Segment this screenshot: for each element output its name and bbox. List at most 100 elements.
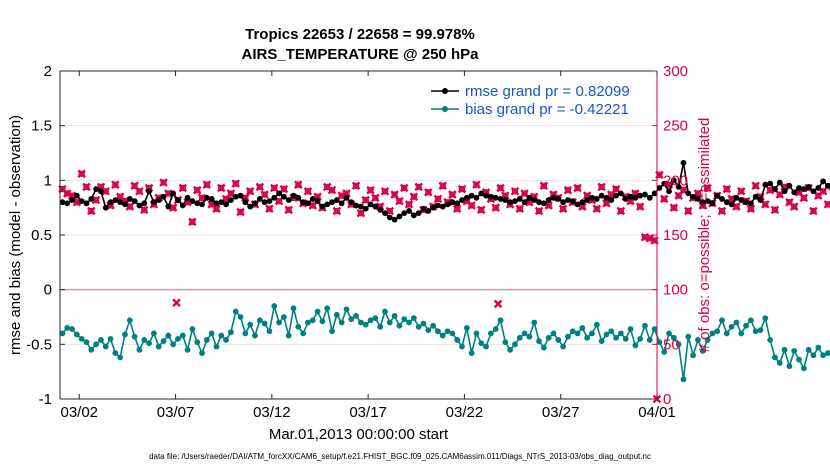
- obs-possible-marker: [194, 186, 201, 194]
- obs-assimilated-marker: [255, 182, 265, 192]
- bias-point: [295, 323, 302, 330]
- obs-possible-marker: [612, 185, 620, 193]
- obs-possible-marker: [401, 184, 408, 192]
- rmse-point: [536, 199, 542, 206]
- bias-point: [608, 328, 615, 335]
- bias-point: [728, 323, 735, 330]
- obs-possible-marker: [333, 207, 341, 215]
- rmse-point: [391, 216, 398, 223]
- obs-possible-marker: [458, 185, 466, 193]
- bias-point: [266, 328, 273, 335]
- obs-possible-marker: [396, 197, 403, 205]
- obs-possible-marker: [83, 183, 90, 191]
- bias-point: [247, 321, 254, 328]
- bias-point: [64, 325, 71, 331]
- rmse-point: [449, 199, 456, 206]
- rmse-point: [122, 201, 128, 208]
- obs-assimilated-marker: [390, 190, 399, 199]
- rmse-point: [208, 196, 215, 202]
- obs-assimilated-marker: [746, 204, 756, 214]
- obs-assimilated-marker: [342, 189, 351, 198]
- bias-point: [695, 337, 701, 343]
- bias-point: [459, 343, 465, 350]
- rmse-point: [199, 201, 205, 208]
- rmse-point: [406, 208, 412, 214]
- bias-point: [642, 322, 648, 329]
- obs-possible-marker: [261, 191, 268, 198]
- obs-assimilated-marker: [448, 190, 457, 199]
- tick-label-left: -0.5: [26, 336, 52, 353]
- bias-point: [555, 337, 562, 343]
- obs-assimilated-marker: [245, 187, 255, 196]
- obs-possible-marker: [425, 189, 432, 196]
- rmse-point: [560, 199, 567, 206]
- tick-label-left: -1: [39, 391, 52, 408]
- obs-possible-marker: [617, 207, 625, 215]
- bias-point: [627, 326, 634, 332]
- obs-possible-marker: [275, 197, 283, 205]
- obs-possible-marker: [574, 184, 581, 192]
- obs-possible-marker: [88, 207, 95, 215]
- tick-label-right: 200: [663, 172, 688, 189]
- tick-label-left: 2: [44, 63, 52, 80]
- chart-subtitle: AIRS_TEMPERATURE @ 250 hPa: [241, 46, 479, 63]
- y-axis-label-right: # of obs: o=possible; ×=assimilated: [696, 118, 713, 353]
- rmse-point: [492, 194, 499, 201]
- tick-label-right: 250: [663, 118, 688, 135]
- obs-assimilated-marker: [452, 204, 462, 214]
- obs-assimilated-marker: [496, 183, 505, 193]
- bias-point: [160, 338, 167, 344]
- bias-point: [98, 337, 104, 343]
- rmse-point: [382, 210, 388, 217]
- bias-point: [141, 337, 148, 343]
- rmse-point: [733, 194, 740, 201]
- rmse-point: [632, 194, 639, 201]
- obs-possible-marker: [670, 204, 678, 211]
- rmse-point: [338, 200, 345, 207]
- rmse-point: [738, 197, 745, 203]
- bias-point: [613, 334, 619, 341]
- rmse-point: [459, 197, 465, 203]
- bias-point: [569, 328, 576, 335]
- bias-point: [815, 344, 822, 351]
- rmse-point: [266, 198, 273, 205]
- bias-point: [574, 330, 581, 337]
- obs-assimilated-marker: [284, 205, 293, 215]
- rmse-point: [627, 193, 634, 200]
- bias-point: [738, 330, 745, 337]
- rmse-point: [603, 194, 610, 201]
- obs-possible-marker: [218, 184, 225, 192]
- bias-point: [242, 330, 249, 337]
- rmse-point: [714, 192, 721, 199]
- bias-point: [516, 334, 523, 341]
- rmse-point: [333, 197, 340, 203]
- tick-label-left: 0: [44, 282, 52, 299]
- obs-assimilated-marker: [789, 202, 799, 211]
- obs-possible-marker: [237, 208, 244, 216]
- obs-possible-marker: [738, 188, 745, 195]
- rmse-point: [555, 196, 562, 202]
- rmse-point: [107, 199, 114, 206]
- obs-possible-marker: [704, 184, 711, 192]
- obs-assimilated-marker: [327, 185, 337, 195]
- obs-possible-marker: [819, 188, 827, 195]
- bias-point: [454, 337, 461, 343]
- obs-possible-marker: [824, 201, 830, 208]
- rmse-point: [353, 202, 359, 209]
- obs-assimilated-marker: [202, 180, 212, 189]
- rmse-point: [242, 199, 249, 206]
- bias-point: [213, 343, 220, 350]
- rmse-point: [126, 196, 133, 202]
- bias-point: [767, 337, 774, 343]
- bias-point: [589, 330, 595, 337]
- bias-point: [719, 317, 725, 324]
- obs-possible-marker: [232, 180, 239, 187]
- obs-possible-marker: [246, 188, 254, 195]
- rmse-point: [526, 194, 533, 201]
- bias-point: [122, 331, 128, 338]
- obs-assimilated-marker: [823, 200, 830, 209]
- obs-outlier-marker: [493, 299, 503, 309]
- obs-assimilated-marker: [645, 234, 655, 243]
- rmse-point: [377, 206, 384, 213]
